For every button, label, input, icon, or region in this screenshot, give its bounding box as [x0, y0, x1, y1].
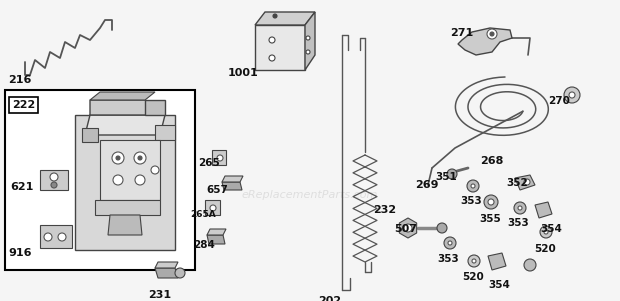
- Circle shape: [447, 169, 457, 179]
- Circle shape: [569, 92, 575, 98]
- Polygon shape: [155, 262, 178, 268]
- Circle shape: [518, 206, 522, 210]
- Polygon shape: [255, 25, 305, 70]
- Polygon shape: [222, 176, 243, 182]
- Text: 520: 520: [534, 244, 556, 254]
- Polygon shape: [40, 225, 72, 248]
- Text: 916: 916: [8, 248, 32, 258]
- Bar: [5, 90, 195, 270]
- Text: 284: 284: [193, 240, 215, 250]
- Text: 222: 222: [12, 100, 35, 110]
- Polygon shape: [515, 175, 535, 190]
- Circle shape: [175, 268, 185, 278]
- Text: 351: 351: [435, 172, 457, 182]
- Polygon shape: [85, 115, 165, 135]
- Text: 354: 354: [488, 280, 510, 290]
- Text: 270: 270: [548, 96, 570, 106]
- Text: 231: 231: [148, 290, 171, 300]
- Polygon shape: [82, 128, 98, 142]
- Polygon shape: [207, 235, 225, 244]
- Text: 265A: 265A: [190, 210, 216, 219]
- Text: 507: 507: [394, 224, 417, 234]
- Circle shape: [112, 152, 124, 164]
- Text: 657: 657: [206, 185, 228, 195]
- Text: 1001: 1001: [228, 68, 259, 78]
- Circle shape: [138, 156, 142, 160]
- Circle shape: [490, 32, 494, 36]
- Circle shape: [113, 175, 123, 185]
- Polygon shape: [535, 202, 552, 218]
- Circle shape: [514, 202, 526, 214]
- Text: 352: 352: [506, 178, 528, 188]
- Circle shape: [58, 233, 66, 241]
- Polygon shape: [75, 115, 175, 250]
- Circle shape: [116, 156, 120, 160]
- Circle shape: [44, 233, 52, 241]
- Circle shape: [217, 155, 223, 161]
- Circle shape: [488, 199, 494, 205]
- Text: 269: 269: [415, 180, 438, 190]
- Circle shape: [468, 255, 480, 267]
- Circle shape: [50, 173, 58, 181]
- Polygon shape: [399, 218, 417, 238]
- Circle shape: [444, 237, 456, 249]
- Circle shape: [269, 37, 275, 43]
- Text: 621: 621: [10, 182, 33, 192]
- Circle shape: [471, 184, 475, 188]
- Circle shape: [472, 259, 476, 263]
- Polygon shape: [488, 253, 506, 270]
- Circle shape: [134, 152, 146, 164]
- Polygon shape: [305, 12, 315, 70]
- Text: 271: 271: [450, 28, 473, 38]
- Circle shape: [151, 166, 159, 174]
- Circle shape: [135, 175, 145, 185]
- Text: 268: 268: [480, 156, 503, 166]
- Polygon shape: [145, 100, 165, 115]
- Text: 354: 354: [540, 224, 562, 234]
- Circle shape: [448, 241, 452, 245]
- Text: 232: 232: [373, 205, 396, 215]
- Circle shape: [467, 180, 479, 192]
- Polygon shape: [90, 92, 155, 100]
- Polygon shape: [207, 229, 226, 235]
- Text: 202: 202: [318, 296, 341, 301]
- Text: 353: 353: [437, 254, 459, 264]
- Circle shape: [273, 14, 277, 18]
- Circle shape: [544, 230, 548, 234]
- Circle shape: [404, 224, 412, 232]
- Text: 355: 355: [479, 214, 501, 224]
- Circle shape: [524, 259, 536, 271]
- Polygon shape: [40, 170, 68, 190]
- Polygon shape: [212, 150, 226, 165]
- Polygon shape: [108, 215, 142, 235]
- Polygon shape: [90, 100, 165, 115]
- Circle shape: [306, 36, 310, 40]
- Polygon shape: [155, 268, 178, 278]
- Circle shape: [484, 195, 498, 209]
- Polygon shape: [255, 12, 315, 25]
- Text: eReplacementParts.com: eReplacementParts.com: [242, 190, 378, 200]
- Circle shape: [524, 179, 530, 185]
- Circle shape: [564, 87, 580, 103]
- Circle shape: [487, 29, 497, 39]
- Circle shape: [269, 55, 275, 61]
- Polygon shape: [222, 182, 242, 190]
- Text: 216: 216: [8, 75, 32, 85]
- Polygon shape: [205, 200, 220, 215]
- Circle shape: [306, 50, 310, 54]
- Text: 520: 520: [462, 272, 484, 282]
- Text: 353: 353: [507, 218, 529, 228]
- Polygon shape: [100, 140, 160, 200]
- Circle shape: [540, 226, 552, 238]
- Polygon shape: [95, 200, 160, 215]
- Polygon shape: [155, 125, 175, 140]
- Circle shape: [437, 223, 447, 233]
- Text: 265: 265: [198, 158, 219, 168]
- Text: 353: 353: [460, 196, 482, 206]
- Polygon shape: [458, 28, 512, 55]
- Circle shape: [51, 182, 57, 188]
- Circle shape: [210, 205, 216, 211]
